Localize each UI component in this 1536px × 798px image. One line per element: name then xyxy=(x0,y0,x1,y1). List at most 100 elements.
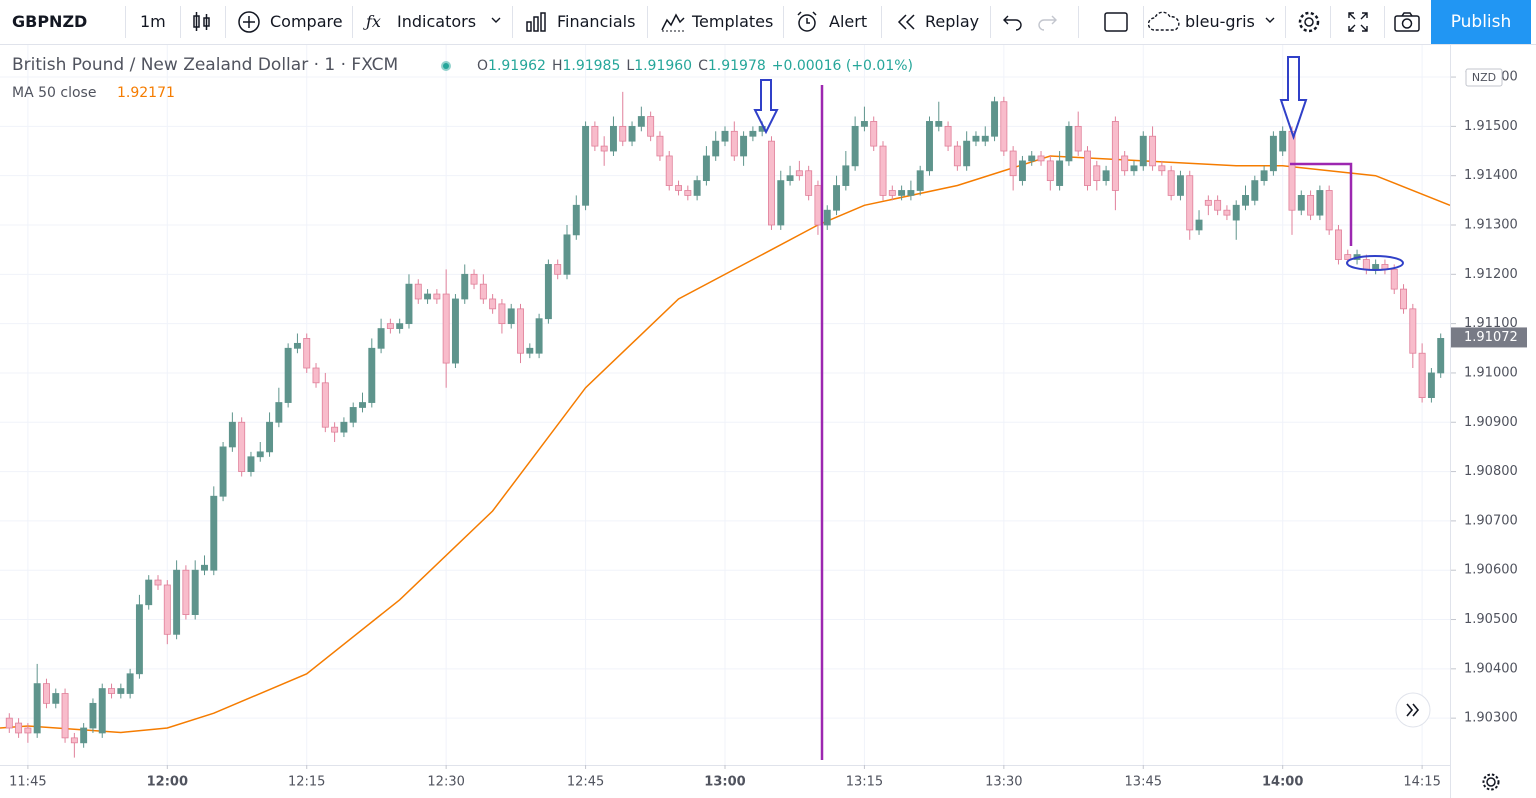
candle-body xyxy=(1427,372,1435,399)
candle-body xyxy=(266,421,274,453)
chevron[interactable] xyxy=(1264,16,1276,26)
candle-body xyxy=(1074,125,1082,152)
candle-body xyxy=(860,121,868,127)
candle-body xyxy=(182,569,190,615)
candle-body xyxy=(461,273,469,300)
candle-body xyxy=(786,175,794,182)
last-price-box xyxy=(1451,327,1527,348)
y-tick-label: 1.90800 xyxy=(1464,464,1518,479)
candle-body xyxy=(712,140,720,157)
candle-body xyxy=(489,298,497,310)
publish-button[interactable]: Publish xyxy=(1431,0,1531,44)
candle-body xyxy=(1046,160,1054,182)
candle-body xyxy=(61,693,69,739)
compare-button[interactable]: Compare xyxy=(270,12,343,31)
chart-type-icon[interactable] xyxy=(190,10,212,34)
chevron[interactable] xyxy=(490,16,502,26)
ma-line xyxy=(0,155,1451,734)
candle-body xyxy=(981,135,989,142)
alert-button[interactable]: Alert xyxy=(829,12,868,31)
moving-average xyxy=(0,155,1451,734)
snapshot-icon[interactable] xyxy=(1393,10,1421,34)
candle-body xyxy=(275,402,283,423)
candle-body xyxy=(833,185,841,211)
scroll-icon[interactable] xyxy=(1406,703,1420,717)
redo-icon[interactable] xyxy=(1036,10,1058,34)
candle-body xyxy=(953,145,961,167)
candle-body xyxy=(600,145,608,152)
candle-body xyxy=(80,727,88,744)
candle-body xyxy=(907,190,915,196)
axis-settings-icon[interactable] xyxy=(1482,773,1500,791)
fullscreen-icon[interactable] xyxy=(1346,10,1370,34)
indicators-button[interactable]: Indicators xyxy=(397,12,477,31)
candle-body xyxy=(424,293,432,300)
y-tick-label: 1.91000 xyxy=(1464,365,1518,380)
separator xyxy=(1330,6,1331,38)
currency-label: NZD xyxy=(1472,71,1496,84)
candle-body xyxy=(795,170,803,177)
candle-body xyxy=(1084,150,1091,186)
candle-body xyxy=(238,421,246,472)
candle-body xyxy=(544,264,552,320)
candle-body xyxy=(1269,135,1277,172)
candle-body xyxy=(1409,308,1417,354)
compare-icon[interactable] xyxy=(236,10,262,34)
axis-settings-icon[interactable] xyxy=(1486,777,1496,787)
interval[interactable]: 1m xyxy=(140,12,166,31)
financials-button[interactable]: Financials xyxy=(557,12,636,31)
candle-body xyxy=(1418,352,1426,399)
candle-body xyxy=(1000,101,1008,152)
candle-body xyxy=(1288,130,1296,211)
undo-icon[interactable] xyxy=(1002,10,1024,34)
candle-body xyxy=(154,579,162,586)
candle-body xyxy=(1093,165,1101,182)
candle-body xyxy=(135,604,143,675)
symbol[interactable]: GBPNZD xyxy=(12,12,88,31)
x-tick-label: 12:00 xyxy=(147,775,188,790)
candle-body xyxy=(396,323,404,329)
y-tick-label: 1.90400 xyxy=(1464,661,1518,676)
x-tick-label: 13:45 xyxy=(1125,775,1162,790)
x-tick-label: 11:45 xyxy=(9,775,46,790)
candle-body xyxy=(684,190,692,196)
y-tick-label: 1.90600 xyxy=(1464,563,1518,578)
candle-body xyxy=(507,308,515,325)
templates-button[interactable]: Templates xyxy=(692,12,774,31)
candle-body xyxy=(721,130,729,142)
candle-body xyxy=(517,308,524,354)
replay-button[interactable]: Replay xyxy=(925,12,980,31)
candle-body xyxy=(730,130,738,157)
separator xyxy=(990,6,991,38)
fx-icon[interactable]: ƒx xyxy=(366,12,381,31)
layout-name[interactable]: bleu-gris xyxy=(1185,12,1255,31)
candle-body xyxy=(628,125,636,142)
settings-icon[interactable] xyxy=(1296,10,1322,34)
candle-body xyxy=(1009,150,1017,177)
replay-icon[interactable] xyxy=(895,10,919,34)
candle-body xyxy=(693,180,701,196)
candle-body xyxy=(1400,288,1407,310)
candle-body xyxy=(201,564,208,571)
candle-body xyxy=(433,293,441,300)
grid xyxy=(0,45,1450,765)
candle-body xyxy=(303,338,311,369)
x-tick-label: 12:30 xyxy=(427,775,464,790)
candle-body xyxy=(15,722,23,734)
drawings xyxy=(753,56,1404,760)
separator xyxy=(1078,6,1079,38)
candle-body xyxy=(1037,155,1045,162)
candle-body xyxy=(414,283,422,300)
ohlc-label: H xyxy=(552,58,563,74)
candle-body xyxy=(1214,199,1222,211)
candle-body xyxy=(582,125,590,206)
financials-icon[interactable] xyxy=(524,10,548,34)
separator xyxy=(125,6,126,38)
y-tick-label: 1.90700 xyxy=(1464,513,1518,528)
candle-body xyxy=(1186,175,1194,231)
alert-icon[interactable] xyxy=(795,10,821,34)
y-tick-label: 1.91300 xyxy=(1464,218,1518,233)
separator xyxy=(647,6,648,38)
layout-icon[interactable] xyxy=(1103,10,1129,34)
templates-icon[interactable] xyxy=(660,10,686,34)
